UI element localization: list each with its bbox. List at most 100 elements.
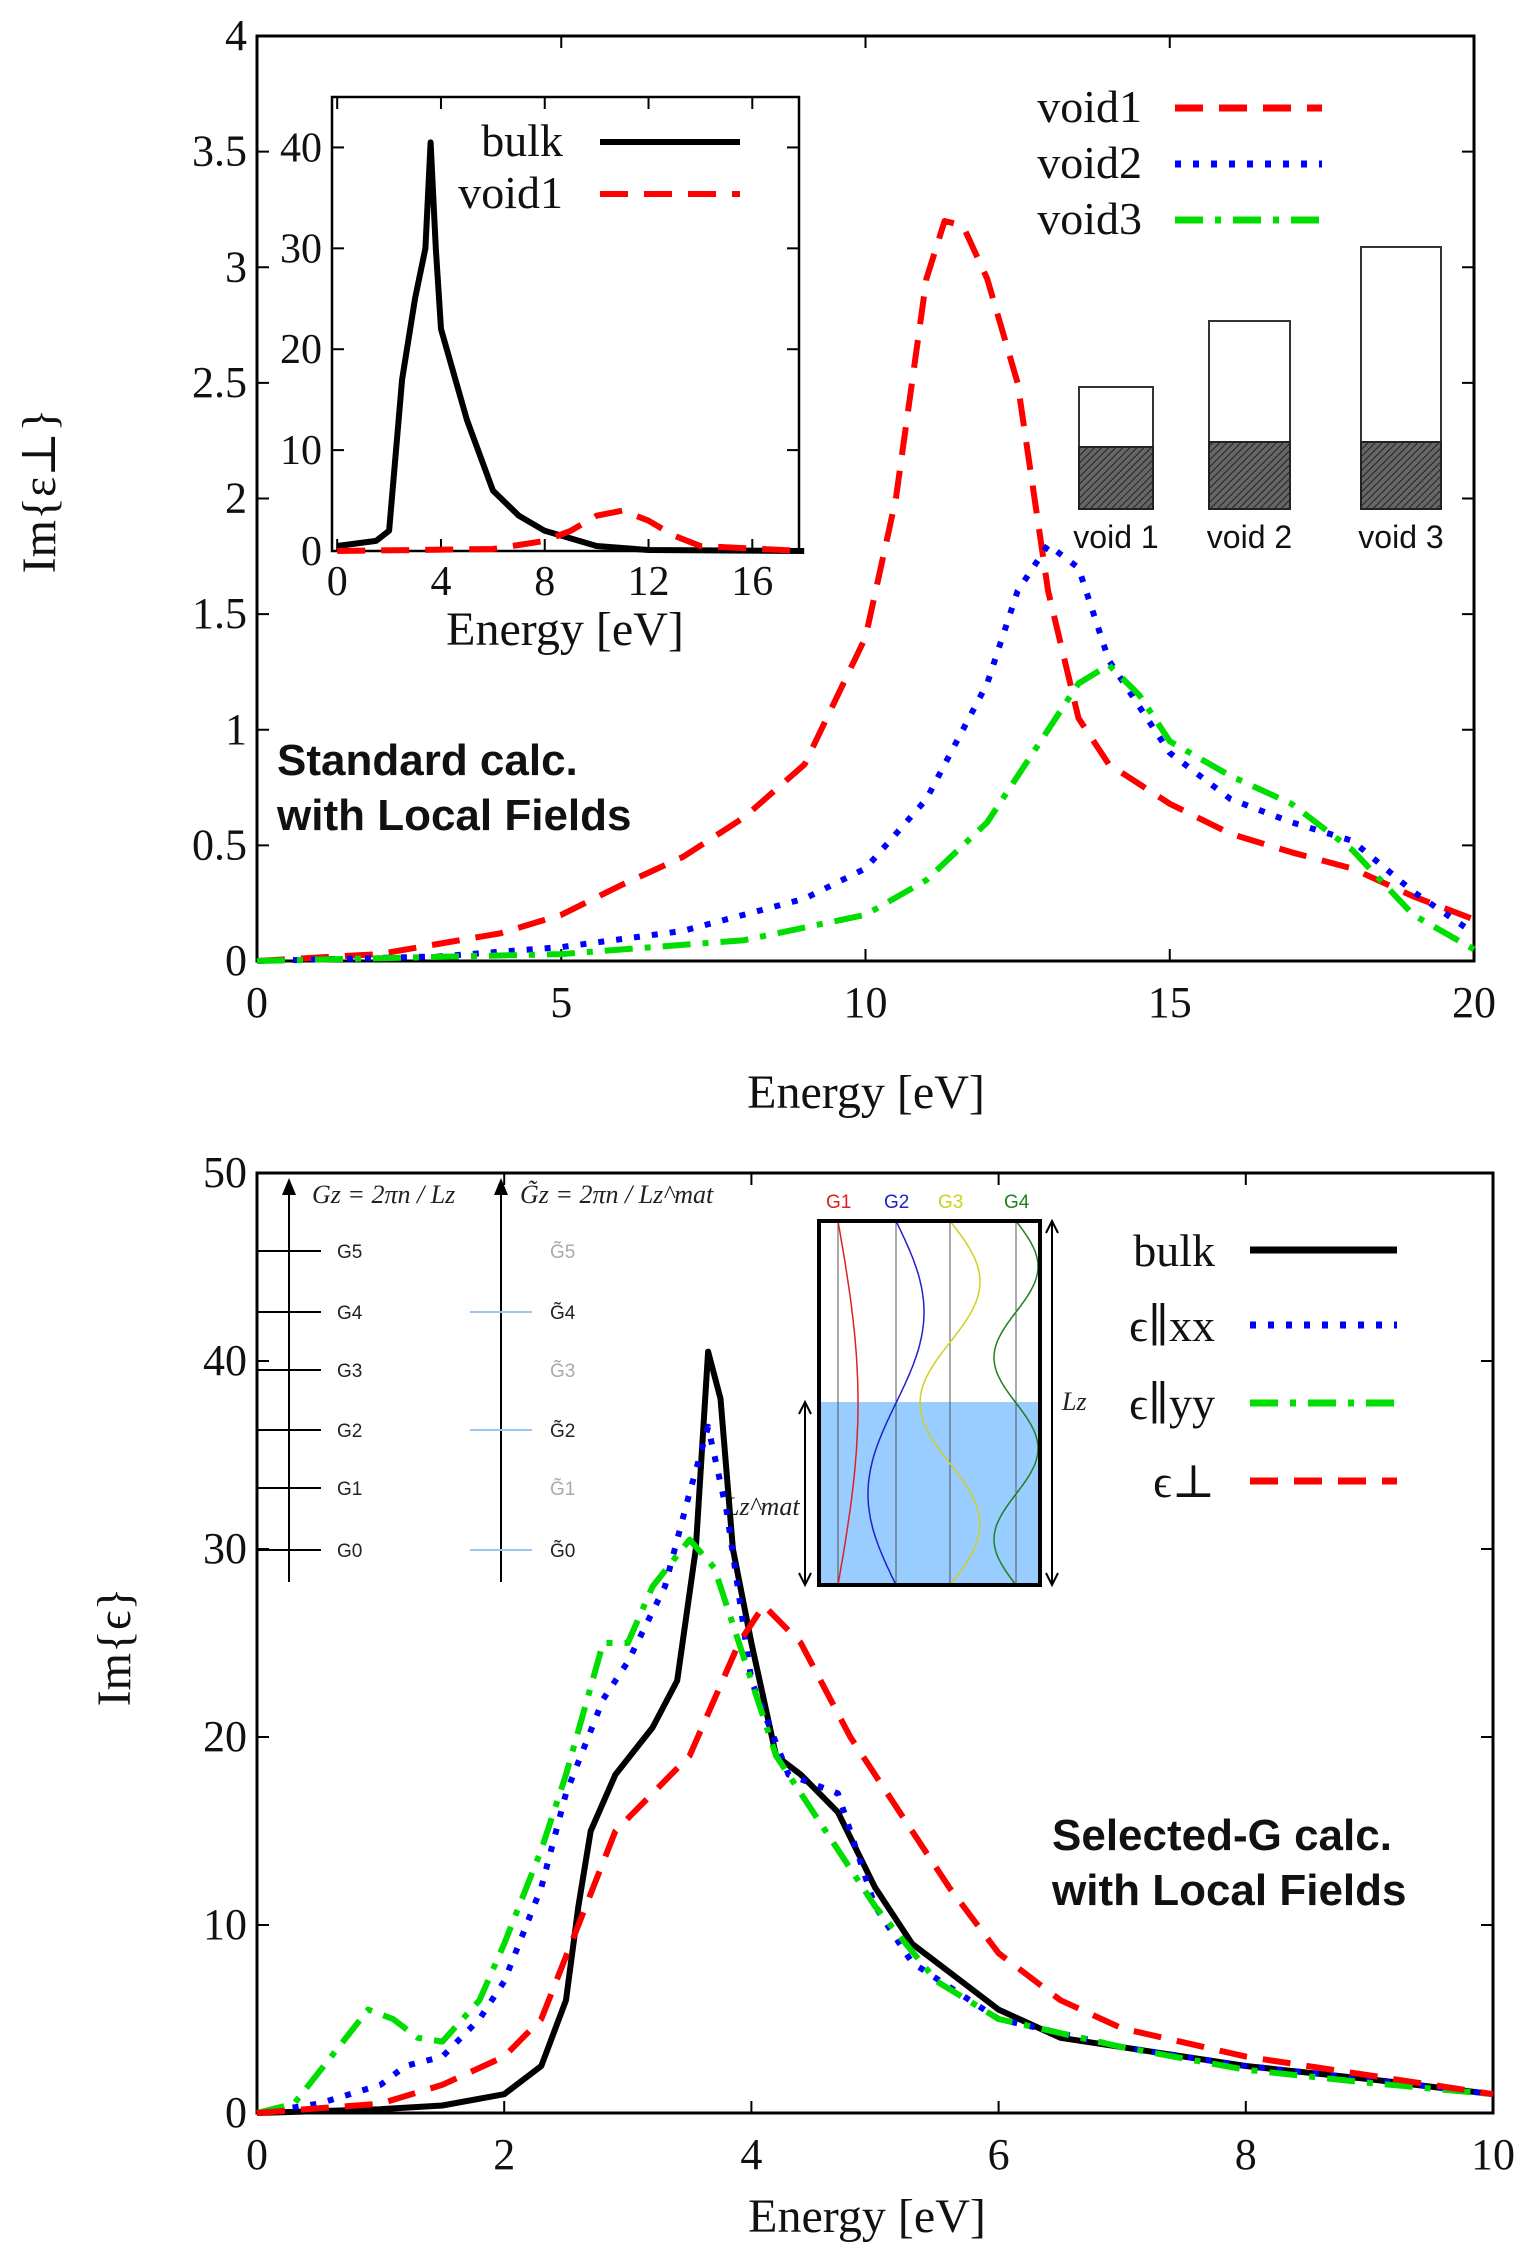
series-line: [256, 662, 1476, 964]
wave-curve: [919, 1220, 981, 1586]
x-tick-label: 4: [740, 2130, 762, 2179]
y-tick-label: 0: [225, 2088, 247, 2137]
y-tick-label: 0.5: [192, 820, 247, 869]
x-tick-label: 2: [493, 2130, 515, 2179]
x-tick-label: 12: [628, 559, 670, 605]
y-tick-label: 3: [225, 242, 247, 291]
wave-label: G3: [938, 1192, 963, 1213]
void-material: [1078, 446, 1154, 510]
inset-chart: 0 4 8 12 16 0 10 20 30 40: [280, 97, 805, 605]
legend-label: bulk: [1133, 1225, 1215, 1276]
y-tick-label: 30: [203, 1524, 247, 1573]
y-tick-label: 0: [301, 529, 322, 575]
void-material: [1360, 441, 1442, 510]
y-tick-label: 4: [225, 11, 247, 60]
x-tick-label: 5: [550, 978, 572, 1027]
arrow-head-icon: [1045, 1218, 1059, 1234]
void-label: void 2: [1207, 519, 1292, 555]
series-line: [256, 1536, 1494, 2116]
legend-label: ϵ∥yy: [1129, 1378, 1215, 1429]
series-line: [256, 1602, 1494, 2116]
y-tick-label: 0: [225, 936, 247, 985]
wave-label: G2: [884, 1192, 909, 1213]
level-label: G0: [337, 1541, 362, 1562]
wave-label: G4: [1004, 1192, 1030, 1213]
void-label: void 1: [1073, 519, 1158, 555]
bottom-ylabel: Im{ϵ}: [88, 1588, 141, 1707]
y-tick-label: 40: [203, 1336, 247, 1385]
x-tick-label: 10: [1471, 2130, 1515, 2179]
x-tick-label: 0: [246, 978, 268, 1027]
x-tick-label: 4: [430, 559, 451, 605]
arrow-head-icon: [798, 1572, 812, 1588]
level-label-mat: G̃5: [550, 1241, 575, 1263]
x-tick-label: 0: [246, 2130, 268, 2179]
level-label: G4: [337, 1303, 363, 1324]
y-tick-label: 1.5: [192, 589, 247, 638]
y-tick-label: 30: [280, 226, 322, 272]
level-label: G2: [337, 1421, 362, 1442]
inset-legend-label: bulk: [481, 115, 563, 166]
y-tick-label: 20: [280, 327, 322, 373]
x-tick-label: 15: [1148, 978, 1192, 1027]
y-tick-label: 2.5: [192, 358, 247, 407]
wave-curve: [867, 1220, 925, 1586]
arrow-head-icon: [494, 1178, 508, 1195]
y-tick-label: 10: [280, 428, 322, 474]
y-tick-label: 2: [225, 474, 247, 523]
wave-curve: [837, 1220, 859, 1586]
x-tick-label: 8: [534, 559, 555, 605]
x-tick-label: 20: [1452, 978, 1496, 1027]
x-tick-label: 10: [844, 978, 888, 1027]
y-tick-label: 20: [203, 1712, 247, 1761]
x-tick-label: 0: [327, 559, 348, 605]
series-line: [336, 139, 805, 554]
bottom-annotation-line2: with Local Fields: [1051, 1866, 1407, 1915]
y-tick-label: 10: [203, 1900, 247, 1949]
x-tick-label: 6: [988, 2130, 1010, 2179]
bottom-plot-frame: [255, 1171, 1495, 2115]
level-label-mat: G̃2: [550, 1420, 575, 1442]
arrow-head-icon: [1045, 1572, 1059, 1588]
x-tick-label: 16: [731, 559, 773, 605]
legend-label: ϵ⊥: [1153, 1456, 1215, 1507]
series-line: [337, 507, 805, 554]
top-ylabel: Im{ε⊥}: [13, 409, 66, 574]
top-chart: Energy [eV] Im{ε⊥} Standard calc. with L…: [13, 11, 1496, 1119]
void-label: void 3: [1358, 519, 1443, 555]
bottom-annotation-line1: Selected-G calc.: [1052, 1811, 1392, 1860]
top-annotation-line2: with Local Fields: [276, 791, 632, 840]
legend-label: ϵ∥xx: [1129, 1300, 1215, 1351]
formula-left: Gz = 2πn / Lz: [312, 1180, 455, 1209]
wave-label: G1: [826, 1192, 851, 1213]
arrow-head-icon: [282, 1178, 296, 1195]
bottom-chart: Energy [eV] Im{ϵ} Selected-G calc. with …: [88, 1148, 1515, 2243]
y-tick-label: 40: [280, 125, 322, 171]
material-region: [819, 1402, 1040, 1585]
level-label: G3: [337, 1361, 362, 1382]
legend-label: void2: [1037, 137, 1142, 188]
series-line: [256, 218, 1476, 964]
y-tick-label: 50: [203, 1148, 247, 1197]
inset-frame: [330, 95, 801, 553]
level-label-mat: G̃4: [550, 1302, 576, 1324]
level-label: G1: [337, 1479, 362, 1500]
formula-right: G̃z = 2πn / Lz^mat: [520, 1180, 714, 1209]
wave-box: [817, 1219, 1042, 1587]
bottom-xlabel: Energy [eV]: [748, 2190, 986, 2243]
arrow-head-icon: [798, 1399, 812, 1415]
x-tick-label: 8: [1235, 2130, 1257, 2179]
lz-mat-label: Lz^mat: [724, 1492, 800, 1521]
top-xlabel: Energy [eV]: [747, 1066, 985, 1119]
inset-xlabel: Energy [eV]: [446, 603, 684, 656]
level-label-mat: G̃0: [550, 1540, 575, 1562]
level-label: G5: [337, 1242, 362, 1263]
y-tick-label: 3.5: [192, 127, 247, 176]
level-label-mat: G̃3: [550, 1360, 575, 1382]
lz-label: Lz: [1061, 1387, 1087, 1416]
legend-label: void1: [1037, 81, 1142, 132]
wave-curve: [993, 1220, 1039, 1586]
y-tick-label: 1: [225, 705, 247, 754]
void-material: [1208, 441, 1291, 510]
inset-legend-label: void1: [458, 167, 563, 218]
